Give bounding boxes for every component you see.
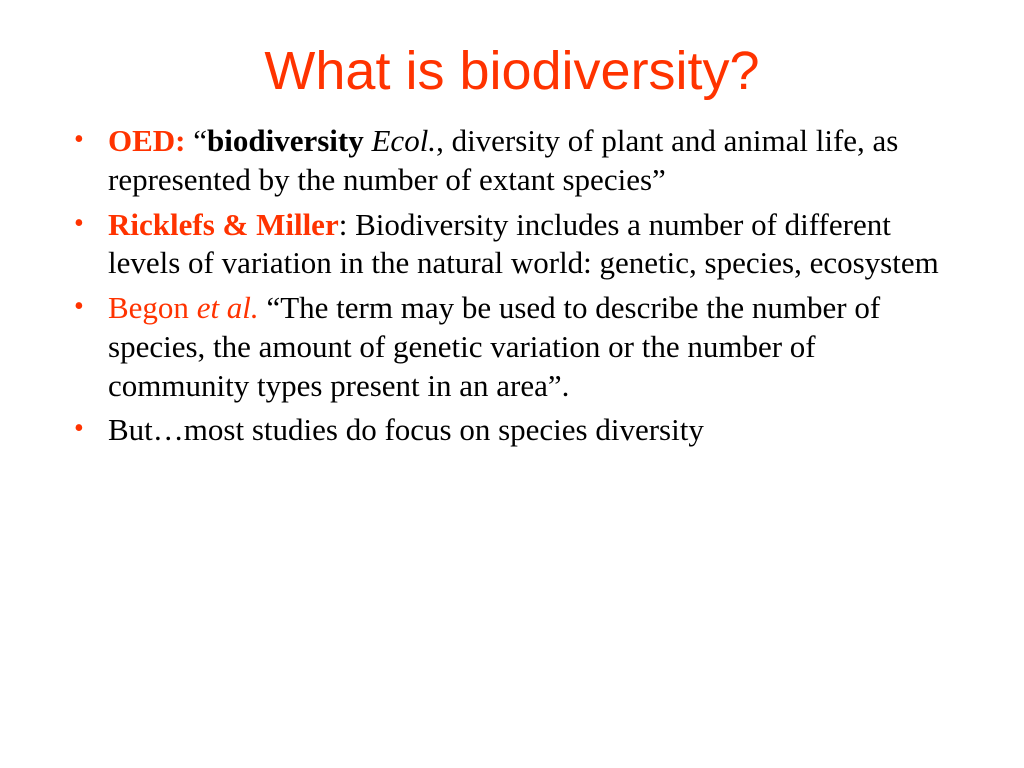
term-emphasis: Ecol. — [372, 123, 437, 158]
slide-container: What is biodiversity? OED: “biodiversity… — [0, 0, 1024, 768]
text-fragment: But…most studies do focus on species div… — [108, 412, 704, 447]
bullet-item: OED: “biodiversity Ecol., diversity of p… — [108, 122, 964, 200]
slide-title: What is biodiversity? — [60, 40, 964, 102]
text-fragment: “ — [186, 123, 208, 158]
source-label: Begon — [108, 290, 197, 325]
bullet-list: OED: “biodiversity Ecol., diversity of p… — [60, 122, 964, 450]
bullet-item: Ricklefs & Miller: Biodiversity includes… — [108, 206, 964, 284]
term-emphasis: biodiversity — [207, 123, 364, 158]
term-emphasis: et al. — [197, 290, 259, 325]
bullet-item: Begon et al. “The term may be used to de… — [108, 289, 964, 405]
source-label: Ricklefs & Miller — [108, 207, 339, 242]
source-label: OED: — [108, 123, 186, 158]
bullet-item: But…most studies do focus on species div… — [108, 411, 964, 450]
text-fragment — [364, 123, 372, 158]
